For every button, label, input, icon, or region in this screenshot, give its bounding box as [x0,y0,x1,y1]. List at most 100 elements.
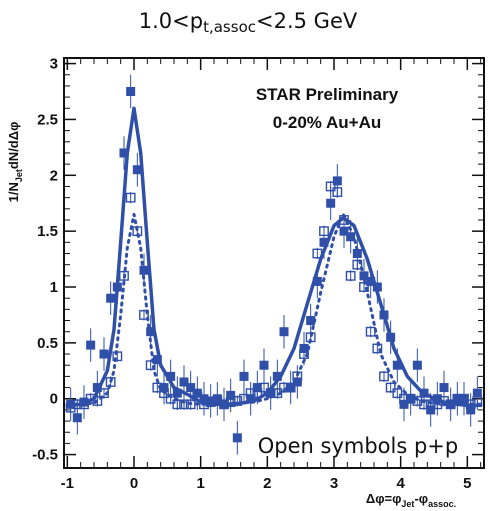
pp-data-point [172,399,183,410]
auau-data-point [106,293,116,303]
x-tick-label: 1 [196,475,204,492]
auau-data-point [319,237,329,247]
pp-data-point [379,371,389,382]
pp-data-point [179,399,189,410]
pp-data-point [299,349,309,359]
pp-data-point [452,393,463,404]
pp-data-point [325,181,336,192]
pp-data-point [365,326,376,337]
title-tail: <2.5 GeV [256,9,358,33]
auau-data-point [119,148,129,158]
y-tick-label: 3 [50,56,58,73]
pp-data-point [159,388,169,399]
pp-data-point [145,360,156,371]
auau-data-point [359,271,369,281]
auau-data-point [412,360,422,370]
y-axis-label: 1/NJetdN/dΔφ [6,122,24,203]
x-tick-label: 0 [130,475,138,492]
pp-data-point [205,397,216,407]
y-tick-label: 0 [50,391,58,408]
pp-data-point [112,351,123,362]
pp-data-point [265,388,276,399]
pp-data-point [465,399,476,410]
pp-data-point [225,397,236,407]
auau-data-point [226,390,236,400]
pp-data-point [212,396,223,406]
pp-data-point [119,270,129,281]
auau-data-point [439,383,449,393]
auau-data-point [132,165,142,175]
x-tick-label: 5 [463,475,471,492]
pp-data-point [192,391,203,402]
pp-data-point [392,388,403,399]
y-tick-label: 2 [50,167,58,184]
auau-data-point [86,340,96,350]
auau-data-point [146,327,156,337]
auau-data-point [352,249,362,259]
pp-data-point [432,399,443,410]
auau-data-point [346,232,356,242]
pp-data-point [405,393,416,404]
auau-data-point [366,276,376,286]
y-tick-labels: -0.5 0 0.5 1 1.5 2 2.5 3 [32,56,58,464]
pp-data-point [352,259,363,270]
pp-data-point [72,399,83,410]
pp-data-point [92,396,103,406]
plot-frame [63,57,485,469]
legend-note: Open symbols p+p [258,434,458,458]
annotation-centrality: 0-20% Au+Au [273,113,381,132]
auau-data-point [72,413,82,423]
auau-data-point [326,198,336,208]
pp-data-point [245,388,256,399]
x-tick-label: -1 [61,475,74,492]
auau-data-point [92,383,102,393]
x-tick-label: 3 [330,475,338,492]
pp-data-point [312,248,323,259]
auau-data-point [172,388,182,398]
pp-data-point [412,396,423,406]
pp-data-point [279,382,289,393]
pp-data-point [125,192,136,203]
y-tick-label: 0.5 [37,335,58,352]
title-main: 1.0<p [139,9,203,33]
axis-ticks [64,58,484,468]
auau-data-point [99,349,109,359]
auau-data-point [259,360,269,370]
pp-data-point [139,310,149,320]
pp-data-point [305,332,316,343]
pp-data-point [372,343,383,354]
pp-data-point [232,396,243,406]
x-tick-labels: -1 0 1 2 3 4 5 [61,475,472,492]
y-tick-label: 2.5 [37,111,58,128]
pp-data-point [79,399,89,410]
auau-data-point [166,371,176,381]
auau-data-point [232,433,242,443]
title-subscript: t,assoc [203,18,256,36]
pp-data-point [199,399,209,410]
pp-data-point [105,377,116,387]
pp-data-point [339,215,349,225]
pp-data-point [439,396,449,406]
auau-data-point [419,388,429,398]
x-tick-label: 2 [263,475,271,492]
auau-data-point [179,377,189,387]
auau-data-point [152,355,162,365]
x-axis-label: Δφ=φJet-φassoc. [366,491,456,509]
pp-data-point [132,226,143,237]
pp-data-point [319,226,329,237]
annotation-star-preliminary: STAR Preliminary [256,85,399,104]
auau-data-point [126,87,136,97]
auau-data-point [279,327,289,337]
pp-data-point [152,382,163,393]
auau-data-point [139,265,149,275]
auau-data-point [392,360,402,370]
pp-data-point [345,270,356,281]
auau-data-point [272,371,282,381]
y-tick-label: 1.5 [37,223,58,240]
pp-data-point [425,399,436,410]
auau-data-point [332,176,342,186]
auau-data-point [239,371,249,381]
auau-data-point [472,388,482,398]
auau-data-point [339,226,349,236]
pp-data-point [259,382,269,393]
